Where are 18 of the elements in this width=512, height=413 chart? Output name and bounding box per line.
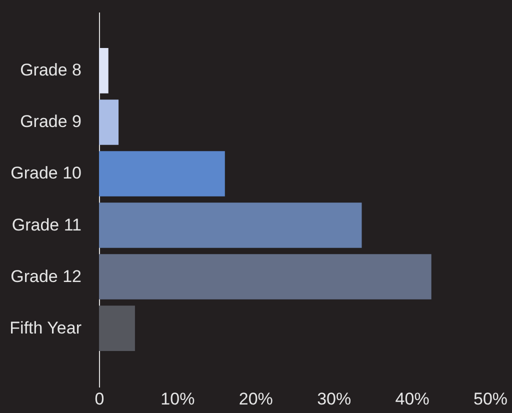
bar (99, 48, 108, 94)
y-tick-label: Grade 8 (20, 60, 82, 80)
bar (99, 100, 119, 145)
bar (99, 202, 362, 248)
x-tick-label: 20% (238, 390, 273, 408)
x-tick-label: 0 (94, 390, 104, 408)
bar (99, 254, 432, 300)
x-tick-label: 10% (160, 390, 195, 408)
x-tick-label: 30% (317, 390, 352, 408)
y-tick-label: Grade 12 (10, 266, 82, 286)
y-tick-label: Grade 11 (12, 215, 82, 234)
y-tick-label: Fifth Year (10, 318, 82, 338)
bar (99, 306, 135, 351)
x-tick-label: 40% (395, 390, 430, 408)
bar (99, 151, 225, 196)
x-tick-label: 50% (473, 390, 508, 408)
y-tick-label: Grade 10 (10, 164, 82, 183)
y-tick-label: Grade 9 (20, 112, 82, 132)
